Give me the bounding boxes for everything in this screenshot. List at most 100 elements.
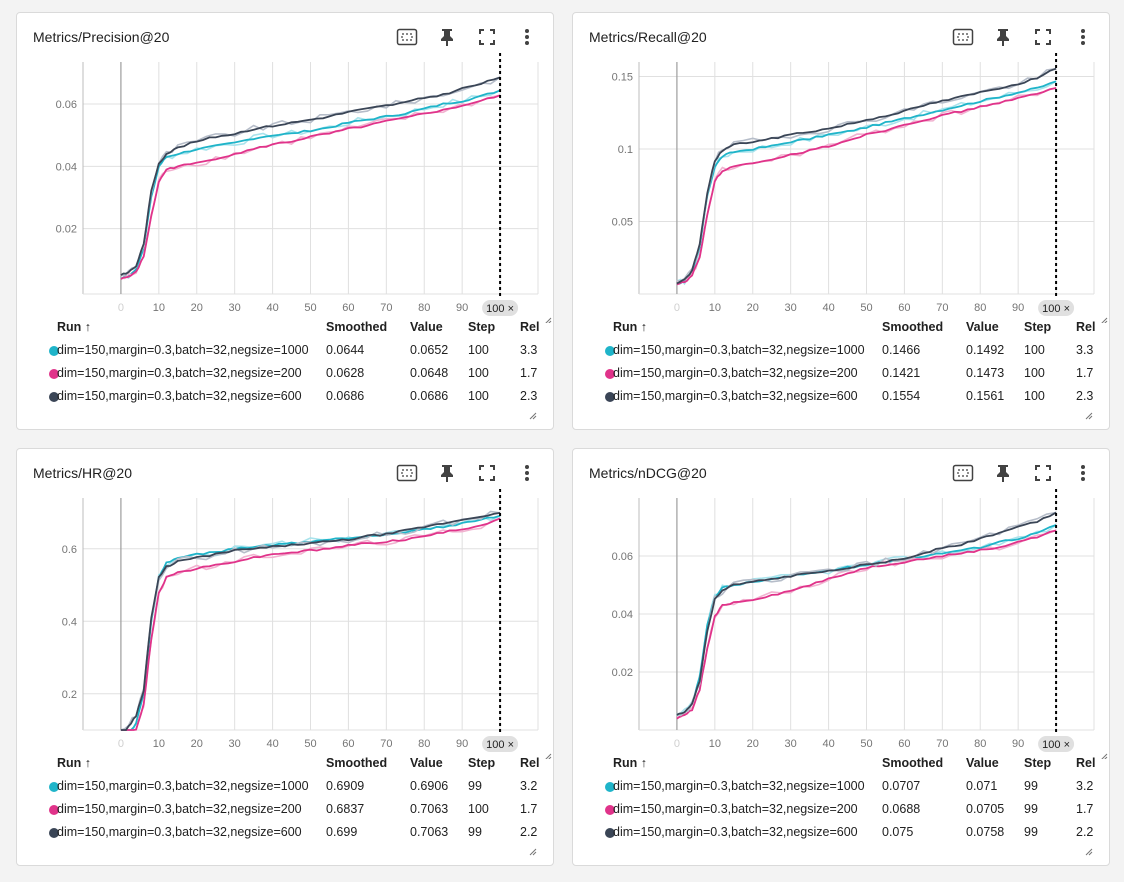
header-step[interactable]: Step: [468, 320, 496, 334]
cell-rel: 2.2: [1076, 825, 1094, 839]
chart-card-recall: Metrics/Recall@20 0.05 0.1 0.15 0 10 20 30 40 50 6…: [572, 12, 1110, 430]
x-tick-label: 70: [936, 738, 948, 750]
cell-run: dim=150,margin=0.3,batch=32,negsize=600: [613, 825, 858, 839]
table-row[interactable]: dim=150,margin=0.3,batch=32,negsize=200 0…: [17, 363, 553, 385]
fit-domain-button[interactable]: [945, 461, 981, 485]
header-smoothed[interactable]: Smoothed: [882, 320, 944, 334]
step-badge[interactable]: 100 ×: [482, 300, 519, 316]
x-tick-label: 0: [118, 302, 124, 314]
more-vert-button[interactable]: [509, 461, 545, 485]
table-row[interactable]: dim=150,margin=0.3,batch=32,negsize=1000…: [17, 340, 553, 362]
x-tick-label: 70: [936, 302, 948, 314]
fullscreen-button[interactable]: [1025, 461, 1061, 485]
table-row[interactable]: dim=150,margin=0.3,batch=32,negsize=1000…: [17, 776, 553, 798]
table-row[interactable]: dim=150,margin=0.3,batch=32,negsize=200 0…: [17, 799, 553, 821]
chart-toolbar: [389, 25, 545, 49]
fullscreen-button[interactable]: [469, 25, 505, 49]
pin-button[interactable]: [985, 461, 1021, 485]
step-badge[interactable]: 100 ×: [1038, 300, 1075, 316]
more-vert-button[interactable]: [509, 25, 545, 49]
table-row[interactable]: dim=150,margin=0.3,batch=32,negsize=600 0…: [17, 386, 553, 408]
x-tick-label: 20: [747, 302, 759, 314]
cell-step: 100: [1024, 343, 1045, 357]
header-smoothed[interactable]: Smoothed: [882, 756, 944, 770]
x-tick-label: 30: [229, 738, 241, 750]
header-step[interactable]: Step: [1024, 756, 1052, 770]
cell-value: 0.0705: [966, 802, 1005, 816]
table-row[interactable]: dim=150,margin=0.3,batch=32,negsize=200 0…: [573, 363, 1109, 385]
run-color-dot: [605, 346, 615, 356]
line-chart[interactable]: 0.02 0.04 0.06 0 10 20 30 40 50 60 70 80 90 100 ×: [17, 53, 554, 323]
table-resize-icon[interactable]: [529, 407, 537, 420]
cell-step: 100: [468, 343, 489, 357]
cell-rel: 1.7: [1076, 802, 1094, 816]
cell-rel: 1.7: [1076, 366, 1094, 380]
y-tick-label: 0.2: [62, 689, 77, 701]
table-row[interactable]: dim=150,margin=0.3,batch=32,negsize=200 0…: [573, 799, 1109, 821]
header-step[interactable]: Step: [468, 756, 496, 770]
table-row[interactable]: dim=150,margin=0.3,batch=32,negsize=600 0…: [573, 386, 1109, 408]
x-tick-label: 10: [709, 302, 721, 314]
header-rel[interactable]: Rel: [1076, 756, 1096, 770]
pin-button[interactable]: [429, 25, 465, 49]
header-step[interactable]: Step: [1024, 320, 1052, 334]
cell-run: dim=150,margin=0.3,batch=32,negsize=1000: [57, 779, 309, 793]
pin-icon: [995, 28, 1011, 46]
step-badge[interactable]: 100 ×: [482, 736, 519, 752]
header-rel[interactable]: Rel: [520, 320, 540, 334]
cell-rel: 3.2: [1076, 779, 1094, 793]
fit-domain-icon: [396, 464, 418, 482]
table-row[interactable]: dim=150,margin=0.3,batch=32,negsize=1000…: [573, 340, 1109, 362]
cell-smoothed: 0.0628: [326, 366, 365, 380]
header-value[interactable]: Value: [966, 320, 999, 334]
fullscreen-button[interactable]: [469, 461, 505, 485]
header-smoothed[interactable]: Smoothed: [326, 756, 388, 770]
cell-rel: 2.3: [520, 389, 538, 403]
table-resize-icon[interactable]: [1085, 407, 1093, 420]
pin-button[interactable]: [429, 461, 465, 485]
header-run[interactable]: Run ↑: [613, 756, 648, 770]
header-rel[interactable]: Rel: [1076, 320, 1096, 334]
line-chart[interactable]: 0.02 0.04 0.06 0 10 20 30 40 50 60 70 80 90 100 ×: [573, 489, 1110, 759]
cell-step: 99: [468, 825, 482, 839]
fit-domain-button[interactable]: [389, 25, 425, 49]
y-tick-label: 0.02: [612, 667, 633, 679]
table-row[interactable]: dim=150,margin=0.3,batch=32,negsize=1000…: [573, 776, 1109, 798]
header-value[interactable]: Value: [966, 756, 999, 770]
header-run[interactable]: Run ↑: [613, 320, 648, 334]
header-value[interactable]: Value: [410, 756, 443, 770]
line-chart[interactable]: 0.05 0.1 0.15 0 10 20 30 40 50 60 70 80 90 100 ×: [573, 53, 1110, 323]
chart-card-ndcg: Metrics/nDCG@20 0.02 0.04 0.06 0 10 20 30 40 50 60…: [572, 448, 1110, 866]
x-tick-label: 80: [974, 738, 986, 750]
header-run[interactable]: Run ↑: [57, 756, 92, 770]
header-rel[interactable]: Rel: [520, 756, 540, 770]
table-row[interactable]: dim=150,margin=0.3,batch=32,negsize=600 0…: [573, 822, 1109, 844]
series-line: [676, 67, 1057, 285]
table-row[interactable]: dim=150,margin=0.3,batch=32,negsize=600 0…: [17, 822, 553, 844]
run-color-dot: [605, 828, 615, 838]
more-vert-button[interactable]: [1065, 461, 1101, 485]
header-value[interactable]: Value: [410, 320, 443, 334]
more-vert-button[interactable]: [1065, 25, 1101, 49]
chart-toolbar: [945, 25, 1101, 49]
fit-domain-button[interactable]: [389, 461, 425, 485]
x-tick-label: 20: [191, 738, 203, 750]
fullscreen-button[interactable]: [1025, 25, 1061, 49]
cell-rel: 3.2: [520, 779, 538, 793]
header-smoothed[interactable]: Smoothed: [326, 320, 388, 334]
fit-domain-button[interactable]: [945, 25, 981, 49]
header-run[interactable]: Run ↑: [57, 320, 92, 334]
table-resize-icon[interactable]: [1085, 843, 1093, 856]
line-chart[interactable]: 0.2 0.4 0.6 0 10 20 30 40 50 60 70 80 90 100 ×: [17, 489, 554, 759]
x-tick-label: 50: [860, 302, 872, 314]
x-tick-label: 90: [1012, 302, 1024, 314]
cell-smoothed: 0.6909: [326, 779, 365, 793]
y-tick-label: 0.1: [618, 144, 633, 156]
step-badge[interactable]: 100 ×: [1038, 736, 1075, 752]
pin-button[interactable]: [985, 25, 1021, 49]
x-tick-label: 30: [785, 738, 797, 750]
chart-card-precision: Metrics/Precision@20 0.02 0.04 0.06 0 10 20 30 4…: [16, 12, 554, 430]
table-resize-icon[interactable]: [529, 843, 537, 856]
cell-run: dim=150,margin=0.3,batch=32,negsize=1000: [613, 343, 865, 357]
x-tick-label: 70: [380, 302, 392, 314]
